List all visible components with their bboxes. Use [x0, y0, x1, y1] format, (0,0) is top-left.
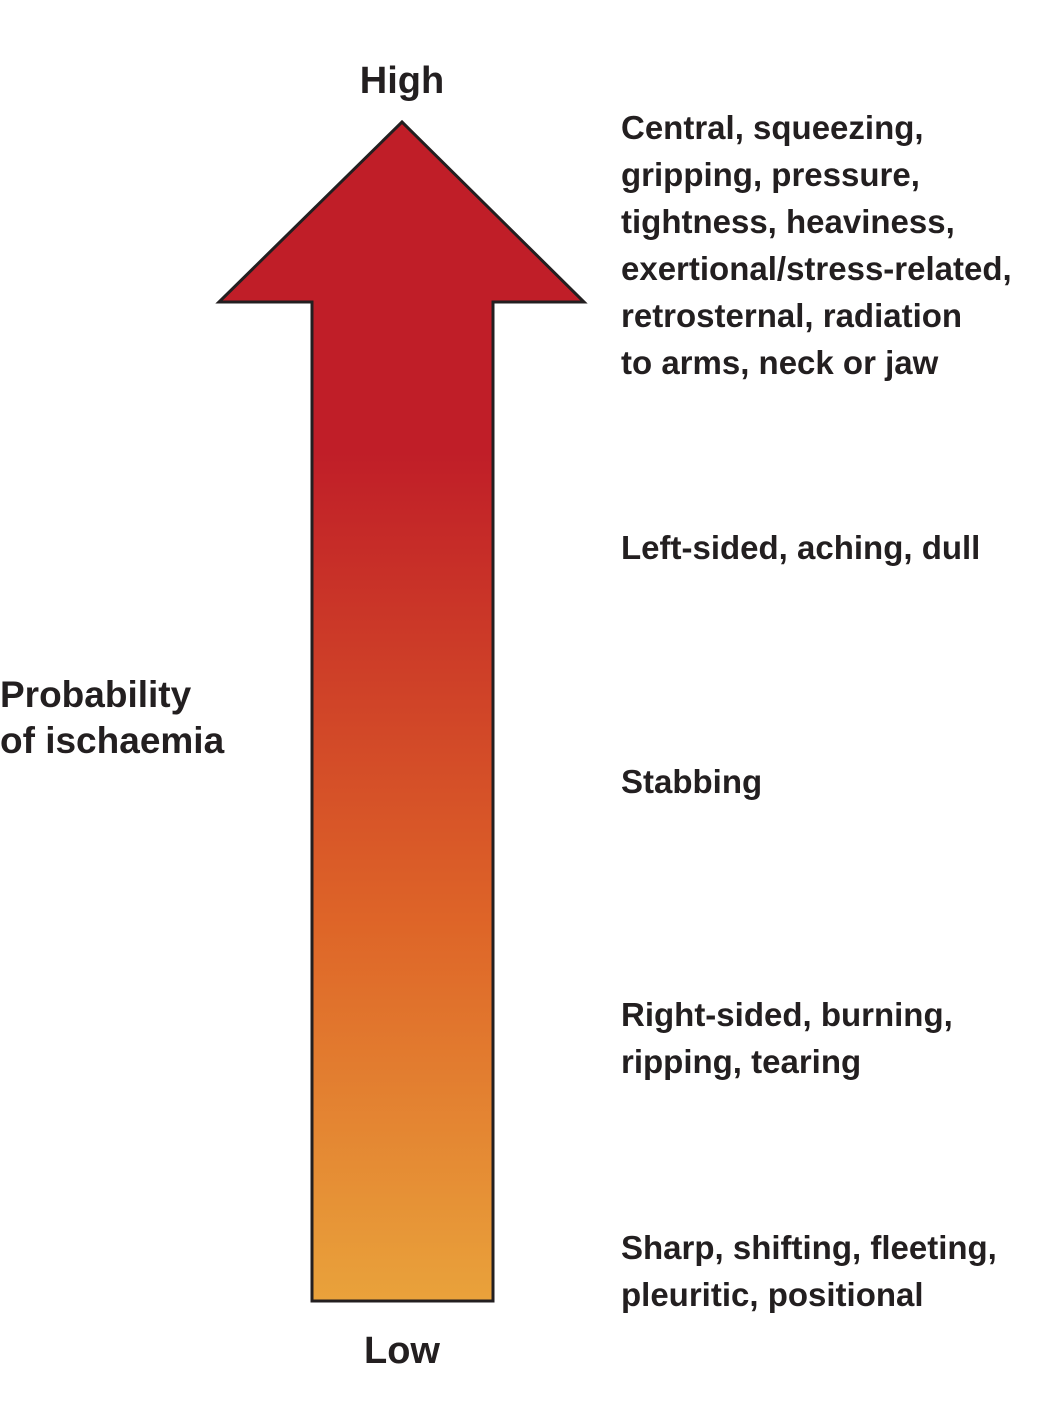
descriptor-line: gripping, pressure,: [621, 156, 920, 193]
descriptor-left-sided: Left-sided, aching, dull: [621, 524, 980, 571]
axis-title-line: Probability: [0, 674, 192, 715]
descriptor-high-probability: Central, squeezing, gripping, pressure, …: [621, 104, 1012, 386]
descriptor-line: exertional/stress-related,: [621, 250, 1012, 287]
descriptor-line: Right-sided, burning,: [621, 996, 953, 1033]
descriptor-line: Sharp, shifting, fleeting,: [621, 1229, 997, 1266]
descriptor-low-probability: Sharp, shifting, fleeting, pleuritic, po…: [621, 1224, 997, 1318]
descriptor-line: tightness, heaviness,: [621, 203, 955, 240]
low-label: Low: [364, 1330, 440, 1372]
high-label: High: [359, 60, 445, 102]
descriptor-stabbing: Stabbing: [621, 758, 762, 805]
descriptor-line: ripping, tearing: [621, 1043, 862, 1080]
descriptor-line: pleuritic, positional: [621, 1276, 924, 1313]
descriptor-line: to arms, neck or jaw: [621, 344, 939, 381]
descriptor-line: Stabbing: [621, 763, 763, 800]
descriptor-line: Left-sided, aching, dull: [621, 529, 981, 566]
arrow-shape: [215, 119, 588, 1303]
axis-title-line: of ischaemia: [0, 720, 225, 761]
axis-title: Probability of ischaemia: [0, 672, 224, 764]
descriptor-line: Central, squeezing,: [621, 109, 924, 146]
descriptor-right-sided: Right-sided, burning, ripping, tearing: [621, 991, 953, 1085]
descriptor-line: retrosternal, radiation: [621, 297, 963, 334]
